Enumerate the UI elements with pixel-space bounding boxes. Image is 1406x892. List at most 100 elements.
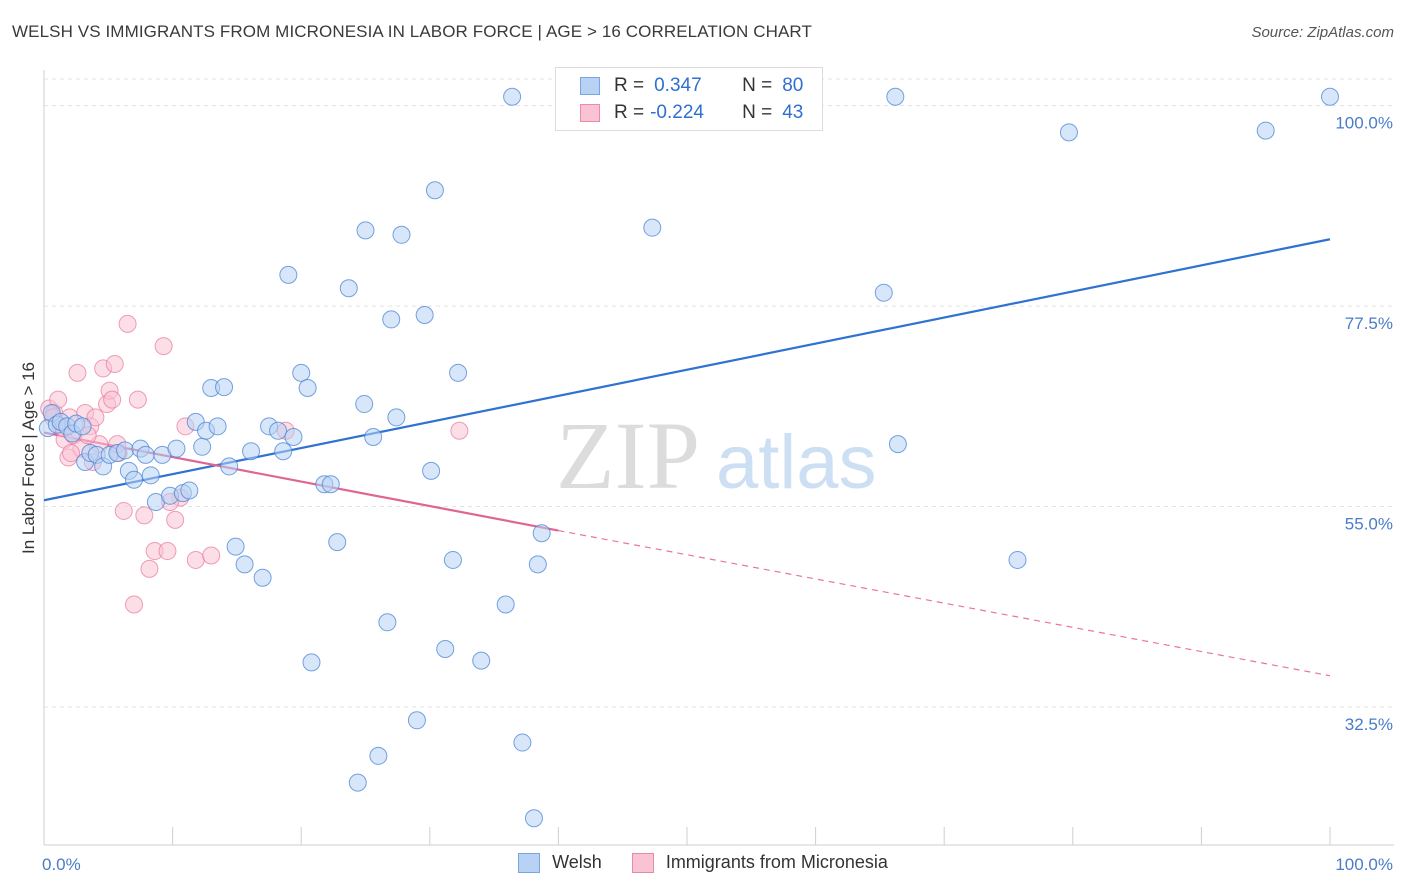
y-axis-label: In Labor Force | Age > 16 [19, 362, 38, 554]
legend-swatch-welsh [580, 77, 600, 95]
welsh-point [415, 305, 434, 324]
welsh-point [472, 651, 491, 670]
watermark-zip: ZIP [556, 402, 700, 509]
welsh-point [125, 470, 144, 489]
welsh-point [302, 653, 321, 672]
micronesia-point [105, 354, 124, 373]
welsh-point [392, 225, 411, 244]
series-swatch-micronesia [631, 852, 654, 873]
micronesia-point [158, 542, 177, 561]
welsh-point [496, 595, 515, 614]
micronesia-point [154, 337, 173, 356]
micronesia-point [125, 595, 144, 614]
welsh-point [136, 445, 155, 464]
welsh-point [513, 733, 532, 752]
welsh-point [355, 395, 374, 414]
series-label-micronesia: Immigrants from Micronesia [665, 852, 888, 872]
micronesia-point [103, 390, 122, 409]
welsh-point [235, 555, 254, 574]
axes [43, 70, 1394, 846]
micronesia-point [450, 421, 469, 440]
welsh-point [284, 428, 303, 447]
welsh-point [193, 437, 212, 456]
welsh-point [1321, 87, 1339, 106]
welsh-point [874, 283, 893, 302]
legend-n-value: 43 [782, 102, 804, 123]
y-tick-label: 77.5% [1345, 314, 1393, 333]
x-tick-label: 0.0% [42, 855, 81, 874]
legend-r-value: 0.347 [654, 75, 702, 96]
legend-r-value: -0.224 [650, 102, 704, 123]
welsh-point [382, 310, 401, 329]
welsh-point [356, 221, 375, 240]
stats-legend: R = 0.347 N = 80 R = -0.224 N = 43 [555, 67, 823, 131]
micronesia-trend-extension [558, 529, 1331, 677]
legend-n-value: 80 [782, 75, 804, 96]
welsh-point [348, 773, 367, 792]
grid-lines [44, 78, 1394, 708]
micronesia-point [62, 444, 81, 463]
welsh-point [886, 87, 905, 106]
legend-row-micronesia: R = -0.224 N = 43 [580, 100, 803, 126]
series-legend-micronesia: Immigrants from Micronesia [631, 852, 888, 873]
welsh-point [215, 378, 234, 397]
micronesia-point [86, 408, 105, 427]
legend-n-label: N = [742, 75, 773, 96]
welsh-point [279, 265, 298, 284]
welsh-point [73, 417, 92, 436]
series-legend: Welsh Immigrants from Micronesia [0, 852, 1406, 873]
x-tick-label: 100.0% [1335, 855, 1393, 874]
legend-row-welsh: R = 0.347 N = 80 [580, 73, 803, 99]
micronesia-point [186, 550, 205, 569]
watermark-atlas: atlas [716, 420, 877, 505]
micronesia-point [68, 363, 87, 382]
y-tick-label: 32.5% [1345, 715, 1393, 734]
welsh-point [274, 442, 293, 461]
welsh-point [369, 746, 388, 765]
welsh-point [167, 439, 186, 458]
legend-swatch-micronesia [580, 104, 600, 122]
welsh-point [141, 466, 160, 485]
welsh-point [387, 408, 406, 427]
welsh-point [116, 441, 135, 460]
x-tick-labels: 0.0% 100.0% [42, 855, 1393, 874]
welsh-point [220, 457, 239, 476]
welsh-point [425, 181, 444, 200]
welsh-point [298, 379, 317, 398]
y-tick-label: 100.0% [1335, 114, 1393, 133]
welsh-point [524, 809, 543, 828]
welsh-point [449, 363, 468, 382]
micronesia-point [118, 314, 137, 333]
welsh-point [407, 711, 426, 730]
legend-n-label: N = [742, 102, 773, 123]
welsh-point [208, 417, 227, 436]
legend-r-label: R = [614, 75, 645, 96]
micronesia-point [135, 506, 154, 525]
series-legend-welsh: Welsh [518, 852, 602, 873]
welsh-point [292, 363, 311, 382]
welsh-point [888, 435, 907, 454]
source-label: Source: ZipAtlas.com [1251, 24, 1394, 41]
welsh-point [321, 475, 340, 494]
welsh-point [242, 442, 261, 461]
welsh-point [532, 524, 551, 543]
micronesia-point [114, 501, 133, 520]
welsh-point [443, 550, 462, 569]
welsh-point [528, 555, 547, 574]
y-tick-labels: 32.5% 55.0% 77.5% 100.0% [1335, 114, 1393, 734]
micronesia-point [128, 390, 147, 409]
welsh-point [1008, 550, 1027, 569]
micronesia-point [166, 510, 185, 529]
welsh-point [364, 428, 383, 447]
welsh-point [226, 537, 245, 556]
welsh-point [378, 613, 397, 632]
chart-title: WELSH VS IMMIGRANTS FROM MICRONESIA IN L… [12, 22, 812, 41]
series-label-welsh: Welsh [552, 852, 602, 872]
legend-r-label: R = [614, 102, 645, 123]
watermark: ZIP atlas [556, 402, 877, 509]
welsh-point [436, 640, 455, 659]
welsh-point [1256, 121, 1275, 140]
welsh-point [328, 533, 347, 552]
welsh-point [339, 279, 358, 298]
